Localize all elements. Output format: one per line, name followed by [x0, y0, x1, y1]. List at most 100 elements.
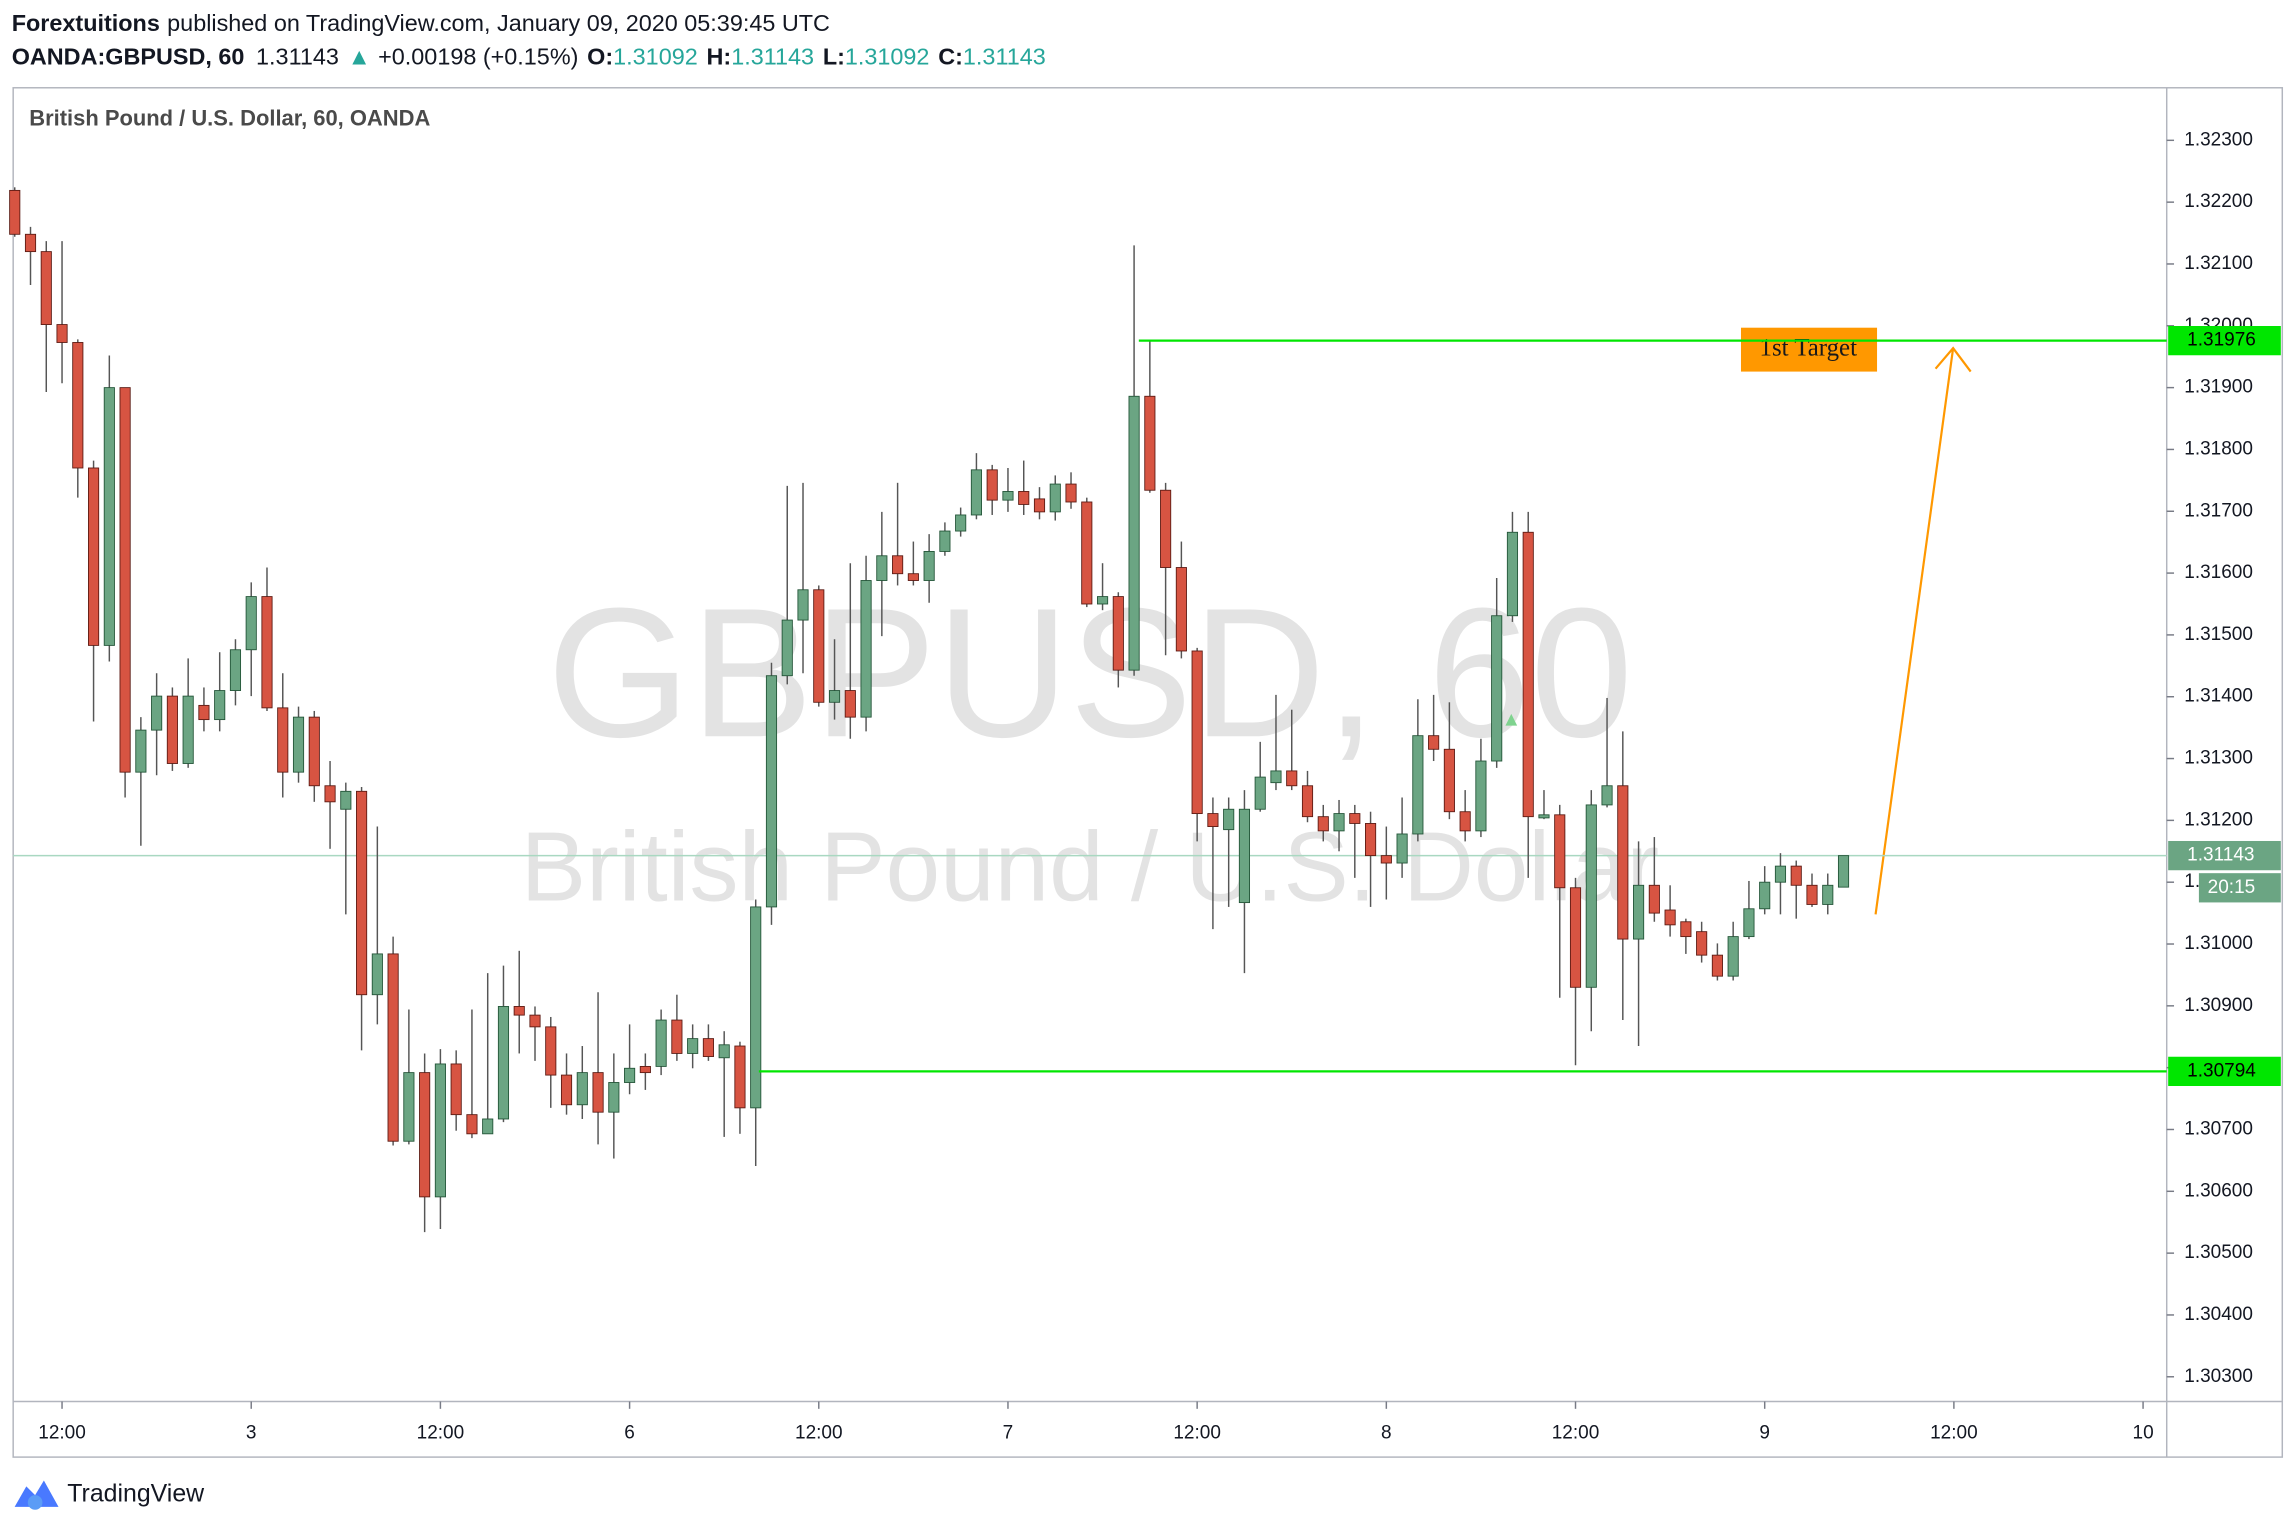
candle-body — [1680, 921, 1692, 938]
level-label-bg — [2168, 1056, 2281, 1087]
candle-body — [1254, 776, 1266, 810]
x-tick-label: 12:00 — [795, 1423, 843, 1444]
candle-body — [214, 690, 226, 721]
candle-body — [434, 1063, 446, 1198]
candle-body — [482, 1118, 494, 1135]
candle-body — [1569, 887, 1582, 988]
low-label: L: — [823, 44, 845, 70]
candle-body — [702, 1038, 714, 1057]
candle-body — [1837, 855, 1850, 888]
candle-body — [261, 596, 273, 709]
y-tick-label: 1.30600 — [2184, 1180, 2253, 1201]
brand: TradingView — [67, 1480, 205, 1508]
annotation-box — [1740, 327, 1878, 372]
candle-body — [1601, 785, 1613, 806]
candle-body — [860, 580, 872, 718]
candle-body — [1475, 760, 1487, 832]
y-tick-label: 1.31500 — [2184, 624, 2253, 645]
candle-body — [1412, 735, 1424, 835]
x-tick-label: 8 — [1381, 1423, 1392, 1444]
candle-body — [813, 589, 825, 703]
candle-body — [135, 729, 147, 773]
candle-body — [1144, 395, 1156, 491]
open-value: 1.31092 — [613, 44, 698, 70]
candle-body — [308, 716, 320, 787]
candle-body — [1822, 884, 1834, 905]
candle-body — [545, 1026, 557, 1076]
candle-body — [907, 573, 919, 581]
candle-body — [1617, 785, 1629, 940]
candle-body — [939, 530, 951, 552]
candle-body — [56, 324, 68, 343]
candle-body — [40, 251, 52, 325]
y-tick-label: 1.31400 — [2184, 686, 2253, 707]
high-label: H: — [707, 44, 732, 70]
chart-title: British Pound / U.S. Dollar, 60, OANDA — [29, 106, 430, 131]
candle-body — [1175, 567, 1187, 652]
candle-body — [1049, 483, 1061, 513]
candle-body — [781, 619, 793, 677]
candle-body — [1238, 808, 1251, 904]
level-label-bg — [2168, 326, 2281, 356]
footer-logo — [14, 1480, 59, 1510]
target-arrow-head — [1934, 346, 1972, 373]
y-tick-label: 1.32100 — [2184, 253, 2253, 274]
candle-body — [1585, 804, 1597, 988]
candle-body — [1223, 808, 1235, 831]
candle-body — [1443, 748, 1455, 813]
candle-body — [1333, 813, 1345, 832]
candle-body — [1522, 531, 1534, 818]
candle-body — [1380, 855, 1392, 864]
candle-body — [1664, 909, 1676, 926]
candle-body — [1759, 881, 1771, 910]
last-price-label: 1.31143 — [2187, 845, 2254, 866]
candle-body — [292, 716, 305, 773]
candle-body — [403, 1072, 415, 1142]
candle-body — [844, 690, 856, 718]
candle-body — [419, 1072, 431, 1198]
candle-body — [1806, 884, 1818, 905]
target-annotation: 1st Target — [1740, 327, 1972, 915]
change-arrow: ▲ — [348, 44, 371, 70]
candle-body — [687, 1038, 699, 1054]
chart-frame — [12, 87, 2284, 1458]
y-tick-label: 1.31800 — [2184, 438, 2253, 459]
candle-body — [182, 695, 194, 764]
candle-body — [923, 551, 935, 581]
candle-body — [1081, 501, 1093, 605]
candle-body — [1270, 770, 1282, 784]
y-tick-label: 1.30300 — [2184, 1366, 2253, 1387]
symbol: OANDA:GBPUSD, 60 — [12, 44, 245, 70]
candle-body — [371, 953, 383, 996]
x-tick-label: 12:00 — [38, 1423, 86, 1444]
open-label: O: — [587, 44, 613, 70]
candle-body — [166, 695, 178, 764]
candle-body — [1112, 596, 1124, 671]
candle-body — [88, 467, 100, 646]
symbol-line: OANDA:GBPUSD, 60 1.31143 ▲ +0.00198 (+0.15%… — [12, 44, 1046, 70]
candle-body — [1191, 650, 1203, 815]
low-value: 1.31092 — [845, 44, 930, 70]
candle-body — [671, 1019, 683, 1054]
candle-body — [1349, 813, 1361, 824]
candle-body — [229, 649, 242, 691]
y-tick-label: 1.30400 — [2184, 1304, 2253, 1325]
candle-body — [624, 1067, 636, 1083]
candle-body — [466, 1114, 478, 1135]
y-tick-label: 1.30500 — [2184, 1242, 2253, 1263]
candle-body — [750, 906, 762, 1109]
x-tick-label: 12:00 — [1552, 1423, 1600, 1444]
candle-body — [324, 785, 336, 803]
candle-body — [1538, 814, 1550, 819]
candle-body — [970, 469, 982, 516]
candle-body — [1648, 884, 1660, 914]
publish-text: published on TradingView.com, January 09… — [167, 10, 830, 36]
candle-body — [734, 1045, 746, 1109]
candle-body — [1506, 531, 1519, 617]
countdown-bg — [2198, 873, 2281, 903]
logo-dot — [27, 1495, 43, 1510]
candle-body — [1491, 615, 1503, 762]
high-value: 1.31143 — [731, 44, 814, 70]
